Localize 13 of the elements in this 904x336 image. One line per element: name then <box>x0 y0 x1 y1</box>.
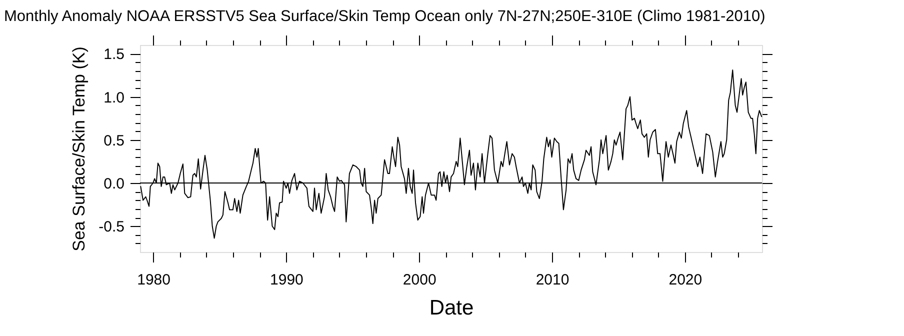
y-tick-label: 1.0 <box>104 89 124 106</box>
x-tick-label: 1990 <box>270 272 304 288</box>
x-tick-label: 2020 <box>668 272 702 288</box>
x-tick-label: 1980 <box>137 272 170 288</box>
y-tick-label: 0.5 <box>104 132 124 150</box>
x-tick-label: 2010 <box>536 272 570 288</box>
y-axis-title: Sea Surface/Skin Temp (K) <box>70 46 89 252</box>
chart-title: Monthly Anomaly NOAA ERSSTV5 Sea Surface/Skin Temp Ocean only 7N-27N;250E-310E (Climo 1981-2010) <box>4 8 766 25</box>
y-tick-label: 1.5 <box>104 46 124 64</box>
y-tick-label: 0.0 <box>104 176 124 192</box>
x-tick-label: 2000 <box>402 272 436 288</box>
y-tick-label: -0.5 <box>98 218 124 236</box>
x-axis-title: Date <box>429 296 474 320</box>
